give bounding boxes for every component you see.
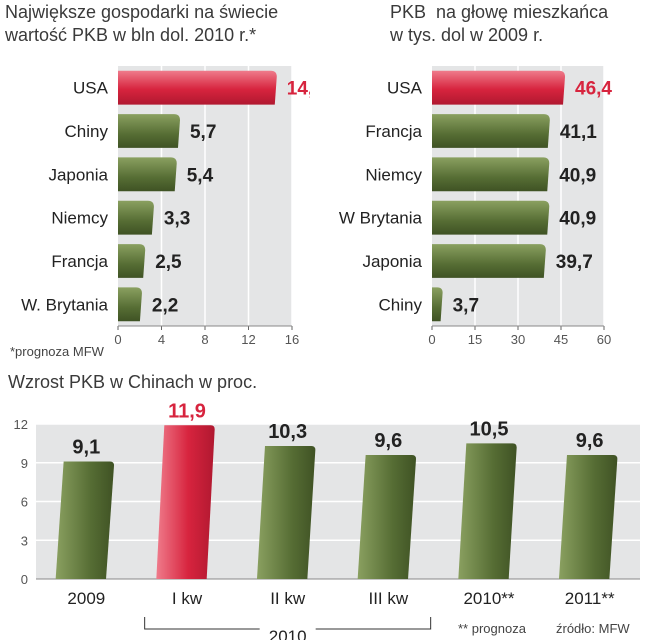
gdp-bar-niemcy	[118, 200, 154, 235]
china-growth-category-label: 2009	[67, 589, 105, 608]
china-growth-category-label: II kw	[270, 589, 306, 608]
china-growth-bar-iii-kw	[357, 455, 417, 579]
gdp-category-label: Niemcy	[51, 209, 108, 228]
china-growth-bar-ii-kw	[256, 445, 316, 579]
gdp-per-capita-category-label: Niemcy	[365, 165, 422, 184]
gdp-per-capita-category-label: Chiny	[379, 295, 423, 314]
gdp-per-capita-bar-niemcy	[432, 157, 550, 192]
china-growth-category-label: 2011**	[565, 589, 615, 608]
gdp-per-capita-title: PKB na głowę mieszkańca	[390, 2, 609, 22]
china-growth-tick-label: 9	[21, 456, 28, 471]
china-growth-bar-2010	[458, 443, 517, 579]
china-growth-bar-2009	[55, 461, 115, 579]
gdp-per-capita-category-label: USA	[387, 79, 423, 98]
china-growth-plot: 0 3 6 9 12 9,1 2009 11,9 I kw 10,3 II kw 9,6 III kw 1…	[14, 400, 640, 640]
china-growth-value-label: 11,9	[168, 400, 206, 422]
gdp-value-label: 14,6	[287, 79, 310, 100]
gdp-chart-plot: 0 4 8 12 16 USA 14,6 Chiny 5,7 Japonia 5,4 Niemcy 3,…	[21, 66, 310, 347]
gdp-per-capita-category-label: Francja	[365, 122, 422, 141]
gdp-per-capita-value-label: 40,9	[559, 209, 596, 230]
china-growth-bar-i-kw	[156, 425, 215, 579]
gdp-category-label: Japonia	[48, 165, 108, 184]
gdp-per-capita-value-label: 41,1	[560, 122, 597, 143]
gdp-bar-w-brytania	[118, 287, 142, 322]
gdp-per-capita-tick-label: 60	[597, 332, 611, 347]
china-growth-tick-label: 12	[14, 417, 28, 432]
china-growth-bar-2011	[558, 455, 618, 579]
china-growth-group-label-bg	[259, 627, 316, 633]
china-growth-value-label: 9,6	[576, 430, 604, 452]
china-growth-value-label: 10,3	[268, 421, 307, 443]
gdp-per-capita-category-label: Japonia	[362, 252, 422, 271]
gdp-chart-title: Największe gospodarki na świecie	[5, 2, 279, 22]
gdp-per-capita-bar-chiny	[432, 287, 443, 322]
gdp-bar-francja	[118, 244, 146, 278]
gdp-per-capita-bar-w-brytania	[432, 200, 550, 235]
china-growth-footnote: ** prognoza	[458, 621, 526, 636]
gdp-tick-label: 12	[241, 332, 255, 347]
gdp-tick-label: 0	[114, 332, 121, 347]
gdp-tick-label: 4	[158, 332, 165, 347]
china-growth-chart: Wzrost PKB w Chinach w proc. 0 3 6 9 12 9,1 20…	[0, 365, 648, 640]
china-growth-tick-label: 0	[21, 572, 28, 587]
gdp-per-capita-bar-francja	[432, 114, 550, 148]
gdp-bar-japonia	[118, 157, 177, 192]
gdp-per-capita-tick-label: 15	[468, 332, 482, 347]
gdp-category-label: Chiny	[65, 122, 109, 141]
china-growth-value-label: 10,5	[470, 418, 509, 440]
gdp-per-capita-value-label: 3,7	[453, 295, 479, 316]
gdp-value-label: 5,4	[187, 165, 214, 186]
china-growth-category-label: III kw	[368, 589, 408, 608]
gdp-category-label: USA	[73, 79, 109, 98]
gdp-category-label: Francja	[51, 252, 108, 271]
gdp-value-label: 3,3	[164, 209, 190, 230]
gdp-per-capita-value-label: 39,7	[556, 252, 593, 273]
gdp-chart-subtitle: wartość PKB w bln dol. 2010 r.*	[5, 25, 257, 45]
china-growth-source: źródło: MFW	[556, 621, 630, 636]
gdp-per-capita-category-label: W Brytania	[339, 209, 423, 228]
gdp-per-capita-tick-label: 45	[554, 332, 568, 347]
gdp-per-capita-bar-japonia	[432, 244, 546, 278]
gdp-chart: Największe gospodarki na świecie wartość…	[0, 0, 310, 370]
china-growth-category-label: I kw	[172, 589, 203, 608]
china-growth-tick-label: 3	[21, 533, 28, 548]
gdp-chart-footnote: *prognoza MFW	[10, 344, 104, 359]
china-growth-category-label: 2010**	[463, 589, 514, 608]
gdp-per-capita-plot: 0 15 30 45 60 USA 46,4 Francja 41,1 Niemcy 40,9 W B…	[339, 66, 612, 347]
gdp-per-capita-bar-usa	[432, 70, 566, 105]
china-growth-title: Wzrost PKB w Chinach w proc.	[8, 372, 258, 392]
gdp-category-label: W. Brytania	[21, 295, 108, 314]
gdp-value-label: 2,2	[152, 295, 178, 316]
china-growth-value-label: 9,1	[72, 436, 100, 458]
gdp-per-capita-value-label: 46,4	[575, 79, 612, 100]
gdp-bar-usa	[118, 70, 277, 105]
gdp-bar-chiny	[118, 114, 180, 148]
gdp-value-label: 2,5	[155, 252, 182, 273]
gdp-per-capita-tick-label: 30	[511, 332, 525, 347]
gdp-per-capita-tick-label: 0	[428, 332, 435, 347]
gdp-tick-label: 8	[201, 332, 208, 347]
gdp-per-capita-chart: PKB na głowę mieszkańca w tys. dol w 200…	[320, 0, 648, 370]
china-growth-tick-label: 6	[21, 495, 28, 510]
china-growth-group-label: 2010	[269, 627, 307, 640]
gdp-tick-label: 16	[285, 332, 299, 347]
gdp-per-capita-value-label: 40,9	[559, 165, 596, 186]
gdp-value-label: 5,7	[190, 122, 216, 143]
china-growth-value-label: 9,6	[374, 430, 402, 452]
gdp-per-capita-subtitle: w tys. dol w 2009 r.	[390, 25, 544, 45]
